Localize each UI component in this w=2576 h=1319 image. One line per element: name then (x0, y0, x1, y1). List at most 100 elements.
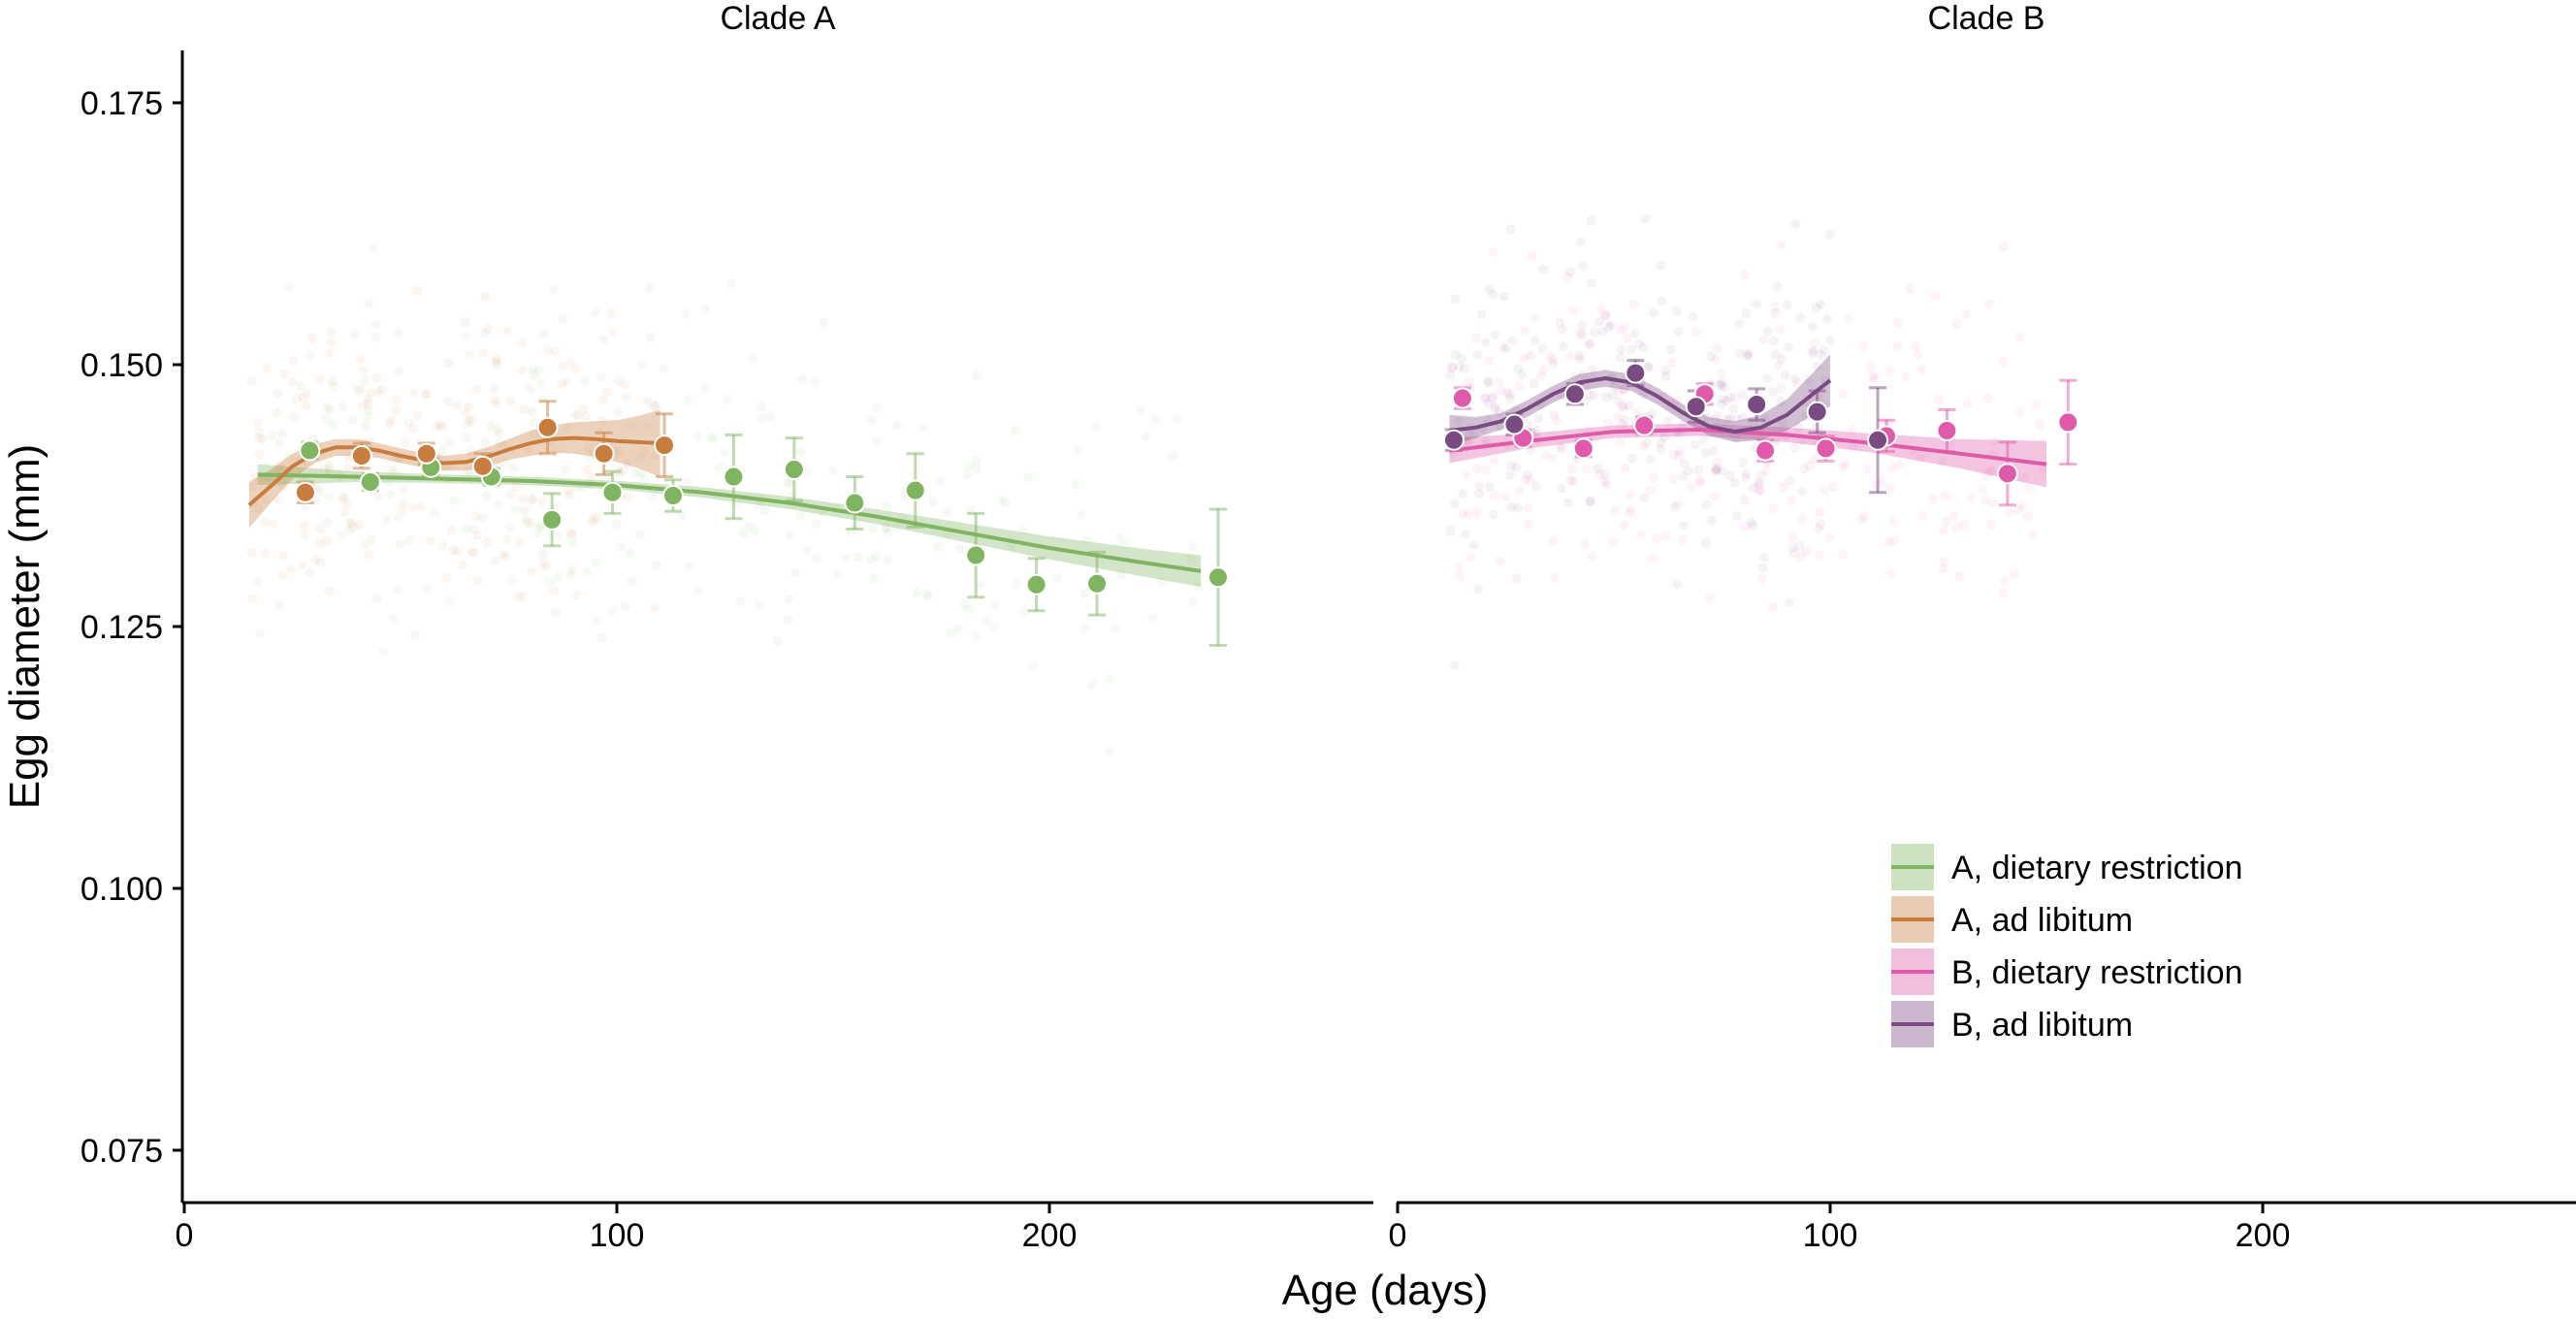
raw-point-a-dietary-restriction (1119, 539, 1130, 550)
raw-point-a-dietary-restriction (548, 285, 559, 295)
raw-point-b-dietary-restriction (1464, 377, 1474, 388)
raw-point-b-ad-libitum (1731, 511, 1742, 521)
raw-point-a-dietary-restriction (1136, 404, 1146, 415)
raw-point-b-ad-libitum (1776, 354, 1787, 365)
raw-point-b-dietary-restriction (1497, 343, 1508, 354)
raw-point-b-dietary-restriction (1768, 503, 1779, 514)
raw-point-a-ad-libitum (372, 387, 383, 398)
raw-point-b-dietary-restriction (1868, 371, 1879, 382)
raw-point-b-dietary-restriction (1962, 399, 1973, 409)
mean-point-b-ad-libitum (1442, 429, 1465, 451)
raw-point-a-dietary-restriction (394, 512, 403, 523)
raw-point-a-dietary-restriction (1115, 569, 1126, 580)
raw-point-a-dietary-restriction (634, 530, 645, 540)
raw-point-b-dietary-restriction (1648, 553, 1658, 563)
raw-point-a-dietary-restriction (461, 524, 471, 534)
raw-point-b-ad-libitum (1627, 453, 1638, 464)
raw-point-a-ad-libitum (565, 356, 576, 367)
raw-point-b-dietary-restriction (1980, 495, 1990, 505)
raw-point-b-dietary-restriction (1520, 474, 1530, 485)
raw-point-b-ad-libitum (1657, 296, 1666, 306)
raw-point-a-dietary-restriction (468, 524, 479, 534)
raw-point-a-ad-libitum (485, 421, 496, 432)
raw-point-a-ad-libitum (482, 491, 493, 501)
raw-point-b-dietary-restriction (1869, 373, 1880, 383)
raw-point-b-dietary-restriction (1584, 340, 1594, 351)
raw-point-b-dietary-restriction (1712, 344, 1723, 354)
raw-point-b-dietary-restriction (1983, 299, 1994, 309)
mean-point-a-dietary-restriction (541, 508, 564, 531)
raw-point-a-ad-libitum (346, 518, 357, 529)
raw-point-a-ad-libitum (538, 549, 549, 559)
raw-point-b-dietary-restriction (1464, 509, 1473, 520)
raw-point-b-dietary-restriction (1987, 498, 1998, 508)
raw-point-a-ad-libitum (285, 563, 296, 574)
raw-point-b-ad-libitum (1763, 326, 1774, 337)
raw-point-a-dietary-restriction (809, 377, 820, 388)
raw-point-b-dietary-restriction (2035, 420, 2045, 431)
raw-point-a-ad-libitum (287, 376, 298, 387)
raw-point-b-dietary-restriction (1838, 462, 1849, 472)
mean-point-a-ad-libitum (536, 416, 559, 438)
raw-point-a-ad-libitum (278, 481, 289, 491)
raw-point-a-dietary-restriction (352, 386, 363, 397)
raw-point-b-dietary-restriction (2028, 529, 2039, 539)
raw-point-a-dietary-restriction (692, 432, 703, 442)
raw-point-a-ad-libitum (274, 461, 285, 471)
raw-point-b-ad-libitum (1549, 410, 1560, 421)
raw-point-a-ad-libitum (261, 363, 272, 373)
raw-point-b-ad-libitum (1679, 458, 1690, 468)
raw-point-a-dietary-restriction (784, 615, 794, 626)
raw-point-a-dietary-restriction (322, 517, 332, 528)
raw-point-a-dietary-restriction (480, 436, 491, 447)
raw-point-a-ad-libitum (289, 411, 300, 422)
raw-point-a-ad-libitum (260, 495, 271, 505)
raw-point-b-dietary-restriction (1739, 270, 1750, 280)
raw-point-b-dietary-restriction (1715, 418, 1725, 429)
raw-point-b-ad-libitum (1480, 338, 1491, 348)
raw-point-b-dietary-restriction (1916, 365, 1927, 375)
raw-point-b-dietary-restriction (1865, 362, 1876, 372)
raw-point-a-dietary-restriction (436, 445, 447, 455)
raw-point-a-dietary-restriction (796, 510, 806, 521)
raw-point-a-ad-libitum (386, 414, 397, 425)
raw-point-b-dietary-restriction (1716, 368, 1726, 378)
raw-point-a-dietary-restriction (757, 402, 766, 411)
raw-point-a-ad-libitum (597, 395, 608, 405)
raw-point-b-ad-libitum (1799, 464, 1810, 474)
raw-point-a-dietary-restriction (659, 364, 669, 374)
raw-point-b-dietary-restriction (1660, 531, 1671, 541)
raw-point-a-ad-libitum (278, 551, 288, 562)
raw-point-a-dietary-restriction (708, 434, 719, 444)
raw-point-a-ad-libitum (315, 558, 326, 568)
raw-point-b-dietary-restriction (1888, 535, 1899, 546)
legend-label: B, ad libitum (1951, 1007, 2133, 1044)
raw-point-a-ad-libitum (619, 465, 629, 475)
raw-point-b-dietary-restriction (1823, 532, 1834, 543)
raw-point-a-dietary-restriction (635, 467, 646, 478)
raw-point-b-ad-libitum (1693, 465, 1704, 475)
raw-point-a-ad-libitum (510, 482, 521, 493)
raw-point-a-ad-libitum (259, 517, 270, 528)
mean-point-b-ad-libitum (1806, 401, 1828, 423)
raw-point-a-dietary-restriction (499, 458, 510, 468)
raw-point-b-dietary-restriction (1547, 453, 1558, 464)
raw-point-a-ad-libitum (490, 395, 500, 405)
raw-point-a-dietary-restriction (699, 383, 710, 394)
raw-point-b-ad-libitum (1504, 389, 1515, 400)
raw-point-b-dietary-restriction (1620, 463, 1630, 473)
raw-point-a-dietary-restriction (819, 318, 828, 329)
raw-point-a-dietary-restriction (1110, 623, 1120, 633)
raw-point-a-dietary-restriction (1076, 509, 1086, 520)
raw-point-a-dietary-restriction (684, 562, 694, 572)
raw-point-b-dietary-restriction (1625, 507, 1635, 518)
raw-point-b-dietary-restriction (1739, 522, 1750, 531)
raw-point-a-dietary-restriction (871, 435, 882, 446)
raw-point-a-dietary-restriction (465, 349, 475, 360)
raw-point-a-ad-libitum (355, 354, 366, 365)
raw-point-a-dietary-restriction (1150, 414, 1161, 425)
raw-point-b-ad-libitum (1530, 336, 1540, 346)
raw-point-b-dietary-restriction (1989, 435, 2000, 446)
raw-point-b-ad-libitum (1723, 414, 1733, 425)
mean-point-a-ad-libitum (415, 442, 437, 465)
